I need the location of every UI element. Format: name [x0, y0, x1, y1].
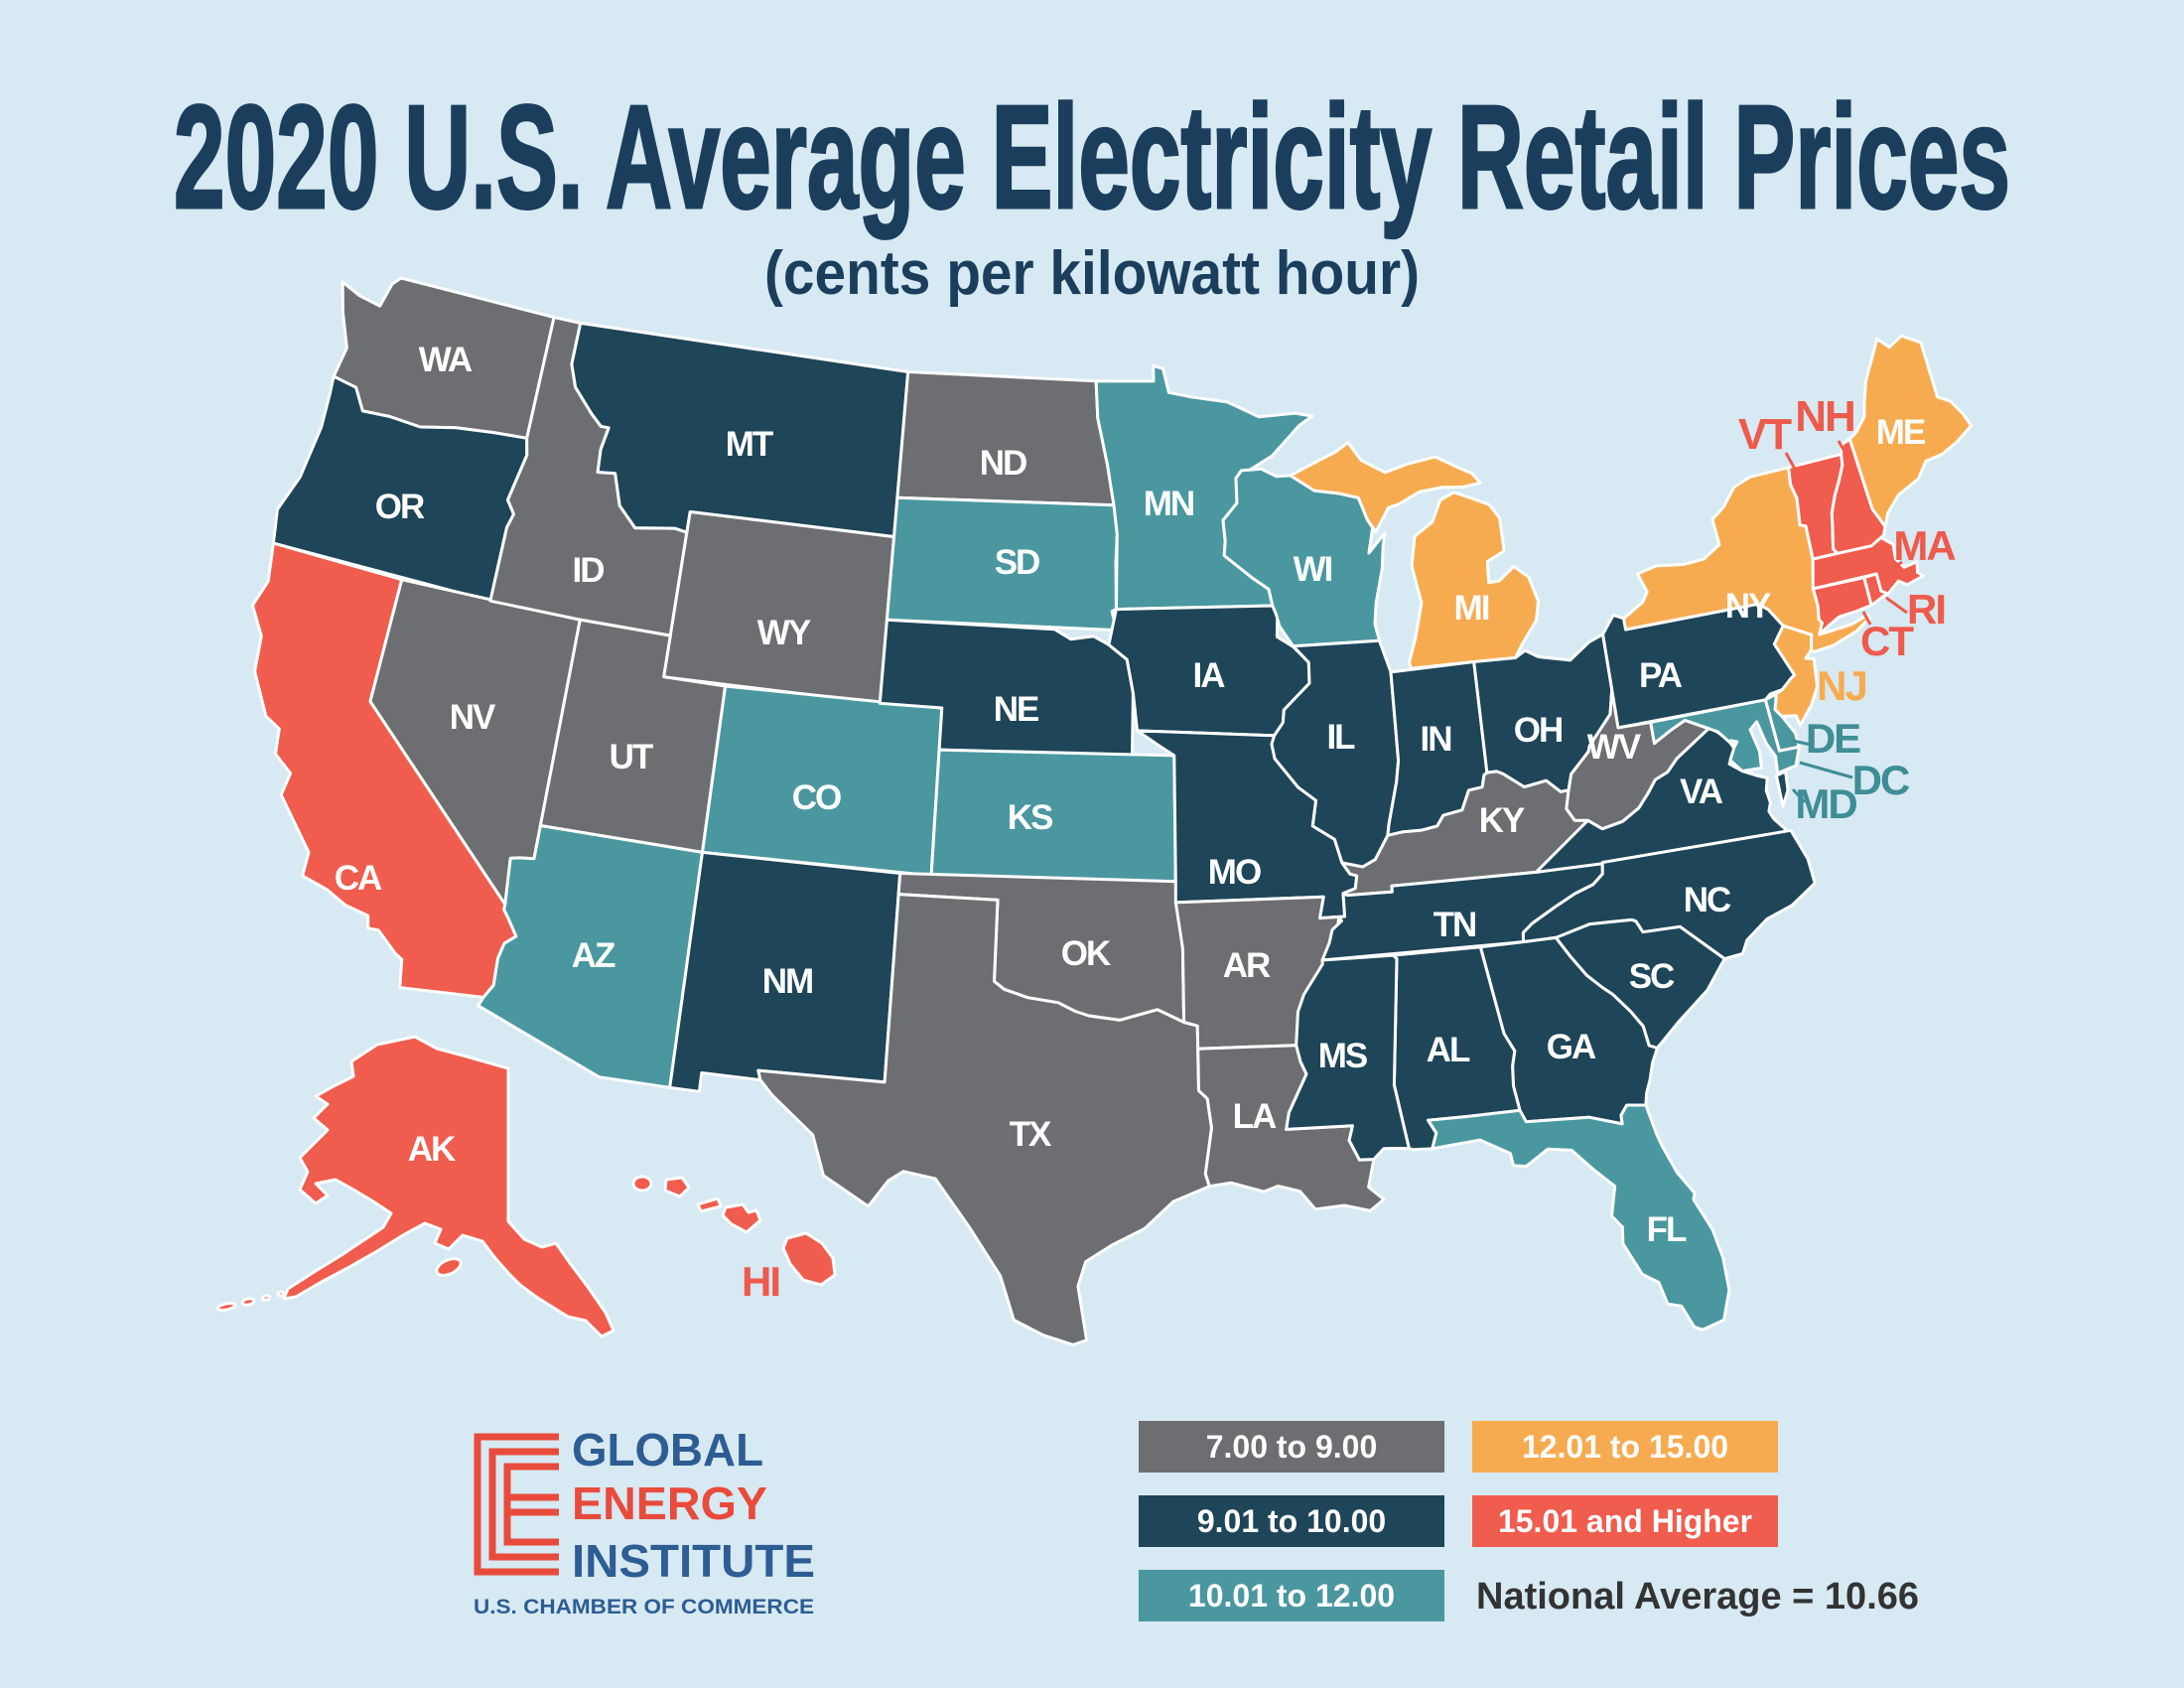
svg-text:LA: LA	[1233, 1097, 1277, 1136]
svg-text:U.S. CHAMBER OF COMMERCE: U.S. CHAMBER OF COMMERCE	[474, 1596, 814, 1618]
svg-text:NJ: NJ	[1817, 662, 1866, 709]
svg-text:OR: OR	[375, 488, 425, 526]
svg-text:GLOBAL: GLOBAL	[572, 1424, 763, 1476]
svg-text:IA: IA	[1193, 656, 1226, 695]
svg-text:KY: KY	[1479, 801, 1525, 840]
svg-text:IL: IL	[1326, 718, 1355, 757]
svg-text:UT: UT	[610, 738, 653, 776]
svg-text:ENERGY: ENERGY	[572, 1477, 767, 1529]
svg-text:ME: ME	[1876, 413, 1925, 452]
svg-text:FL: FL	[1647, 1210, 1687, 1249]
svg-text:VA: VA	[1680, 773, 1723, 811]
svg-text:NY: NY	[1725, 587, 1771, 626]
svg-text:MI: MI	[1454, 589, 1489, 628]
svg-text:VT: VT	[1738, 410, 1792, 459]
svg-text:WY: WY	[757, 614, 811, 652]
svg-text:MT: MT	[726, 425, 773, 464]
svg-text:CA: CA	[335, 859, 382, 898]
svg-text:RI: RI	[1907, 586, 1945, 633]
svg-text:HI: HI	[742, 1258, 779, 1305]
svg-text:INSTITUTE: INSTITUTE	[572, 1535, 815, 1587]
svg-text:9.01 to 10.00: 9.01 to 10.00	[1197, 1503, 1386, 1539]
svg-text:10.01 to 12.00: 10.01 to 12.00	[1188, 1578, 1395, 1614]
svg-text:ID: ID	[573, 551, 605, 590]
svg-text:WV: WV	[1587, 728, 1642, 767]
svg-text:MO: MO	[1208, 853, 1261, 892]
svg-text:TX: TX	[1010, 1115, 1052, 1154]
svg-text:AZ: AZ	[572, 936, 615, 975]
svg-text:IN: IN	[1421, 720, 1451, 759]
svg-text:OK: OK	[1061, 934, 1111, 973]
svg-text:NM: NM	[762, 962, 812, 1001]
svg-text:National Average = 10.66: National Average = 10.66	[1476, 1576, 1919, 1618]
svg-text:TN: TN	[1433, 906, 1476, 944]
svg-text:NH: NH	[1795, 392, 1854, 441]
svg-text:AL: AL	[1427, 1031, 1470, 1069]
svg-text:SD: SD	[995, 543, 1039, 582]
svg-text:AK: AK	[408, 1130, 456, 1169]
svg-text:KS: KS	[1008, 798, 1052, 837]
svg-text:OH: OH	[1514, 711, 1563, 750]
svg-text:MA: MA	[1893, 522, 1956, 569]
svg-text:GA: GA	[1547, 1028, 1596, 1066]
svg-text:NE: NE	[994, 690, 1038, 729]
svg-text:CT: CT	[1860, 618, 1914, 664]
svg-text:NV: NV	[450, 698, 496, 737]
svg-text:ND: ND	[980, 444, 1026, 483]
svg-text:MD: MD	[1795, 780, 1856, 827]
svg-text:DC: DC	[1852, 757, 1910, 803]
svg-text:MN: MN	[1144, 485, 1193, 523]
svg-text:MS: MS	[1318, 1037, 1367, 1075]
svg-text:WA: WA	[419, 341, 473, 379]
svg-text:2020 U.S. Average Electricity: 2020 U.S. Average Electricity Retail Pri…	[174, 75, 2010, 239]
svg-text:12.01 to 15.00: 12.01 to 15.00	[1522, 1429, 1728, 1465]
svg-text:7.00 to 9.00: 7.00 to 9.00	[1206, 1429, 1378, 1465]
svg-text:SC: SC	[1629, 957, 1675, 996]
svg-text:PA: PA	[1639, 656, 1683, 695]
svg-text:CO: CO	[792, 778, 841, 817]
svg-text:15.01 and Higher: 15.01 and Higher	[1498, 1503, 1752, 1539]
svg-text:NC: NC	[1684, 881, 1731, 919]
svg-text:WI: WI	[1294, 550, 1332, 589]
svg-text:DE: DE	[1806, 715, 1860, 762]
svg-text:AR: AR	[1223, 946, 1271, 985]
svg-text:(cents per kilowatt hour): (cents per kilowatt hour)	[764, 239, 1420, 308]
